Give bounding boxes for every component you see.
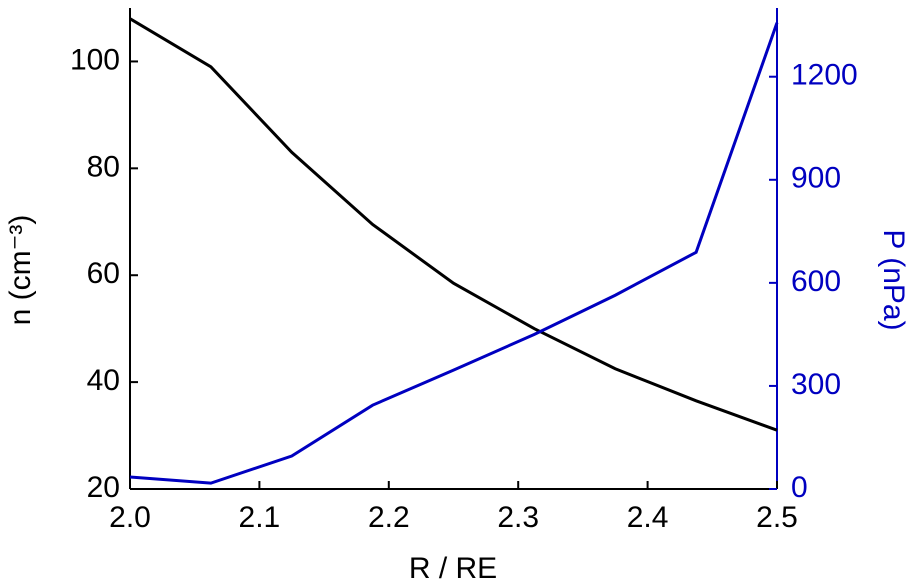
- x-tick-label: 2.5: [756, 501, 798, 534]
- y2-tick-label: 300: [791, 368, 841, 401]
- y2-tick-label: 900: [791, 162, 841, 195]
- series-line: [129, 17, 778, 432]
- x-tick-label: 2.0: [109, 501, 151, 534]
- x-tick-label: 2.1: [239, 501, 281, 534]
- y2-tick-label: 1200: [791, 59, 858, 92]
- y-tick-label: 100: [70, 43, 120, 76]
- y2-tick-label: 600: [791, 265, 841, 298]
- y-axis-label: n (cm⁻³): [4, 215, 37, 326]
- y-tick-label: 40: [87, 364, 120, 397]
- y2-tick-label: 0: [791, 471, 808, 504]
- x-tick-label: 2.4: [627, 501, 669, 534]
- x-axis-label: R / RE: [409, 552, 497, 585]
- y-tick-label: 60: [87, 257, 120, 290]
- y-tick-label: 80: [87, 150, 120, 183]
- y-tick-label: 20: [87, 471, 120, 504]
- x-tick-label: 2.2: [368, 501, 410, 534]
- x-tick-label: 2.3: [497, 501, 539, 534]
- series-line: [129, 22, 779, 485]
- y2-axis-label: P (nPa): [877, 229, 910, 330]
